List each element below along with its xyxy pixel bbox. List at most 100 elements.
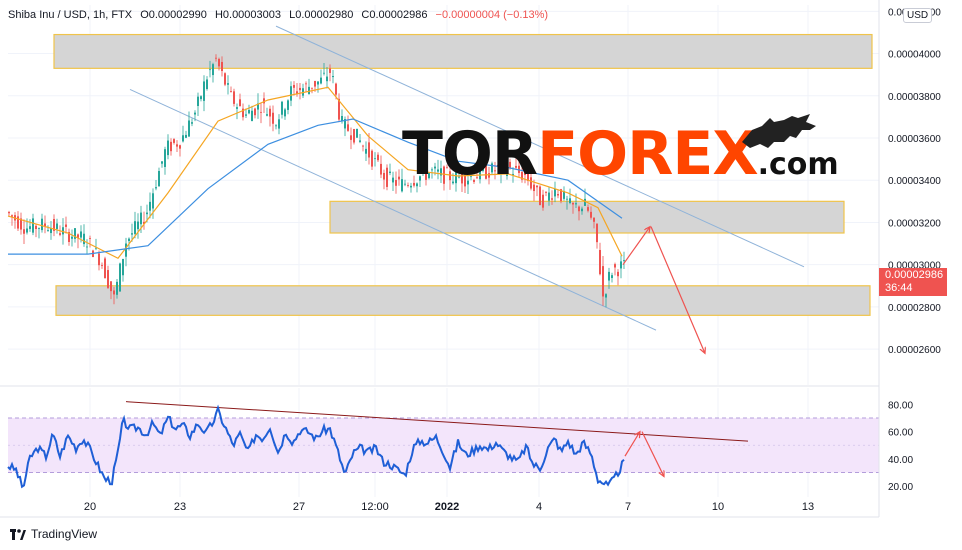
candle-body bbox=[275, 125, 277, 127]
candle-body bbox=[251, 110, 253, 122]
rsi-forecast-arrow bbox=[624, 432, 640, 457]
candle-body bbox=[512, 173, 514, 176]
watermark-part-3: .com bbox=[757, 147, 839, 182]
candle-body bbox=[95, 247, 97, 249]
candle-body bbox=[548, 192, 550, 201]
bar-countdown: 36:44 bbox=[885, 282, 913, 294]
candle-body bbox=[83, 233, 85, 245]
time-tick-label: 13 bbox=[802, 501, 814, 513]
branding-text: TradingView bbox=[31, 527, 98, 541]
candle-body bbox=[527, 168, 529, 182]
candle-body bbox=[461, 173, 463, 184]
currency-button[interactable]: USD bbox=[903, 8, 933, 23]
candle-body bbox=[470, 176, 472, 178]
low-label: L bbox=[289, 9, 296, 21]
candle-body bbox=[20, 218, 22, 230]
candle-body bbox=[224, 73, 226, 85]
symbol-header: Shiba Inu / USD, 1h, FTX O0.00002990 H0.… bbox=[8, 9, 548, 21]
candle-body bbox=[299, 87, 301, 91]
candle-body bbox=[143, 221, 145, 224]
support-resistance-zones bbox=[53, 33, 873, 316]
candle-body bbox=[152, 193, 154, 209]
last-price-tag: 0.00002986 36:44 bbox=[879, 268, 947, 296]
candle-body bbox=[371, 150, 373, 167]
candle-body bbox=[290, 86, 292, 101]
candle-body bbox=[221, 61, 223, 71]
candle-body bbox=[239, 99, 241, 107]
candle-body bbox=[137, 221, 139, 230]
rsi-forecast-arrow bbox=[641, 431, 664, 477]
candle-body bbox=[248, 109, 250, 114]
candle-body bbox=[242, 108, 244, 118]
candle-body bbox=[281, 101, 283, 115]
candle-body bbox=[596, 223, 598, 243]
fast-moving-average bbox=[7, 86, 623, 260]
candle-body bbox=[467, 180, 469, 185]
candle-body bbox=[431, 169, 433, 171]
channel-line bbox=[275, 25, 805, 268]
candle-body bbox=[119, 263, 121, 292]
candle-body bbox=[452, 181, 454, 184]
candle-body bbox=[536, 185, 538, 188]
candle-body bbox=[62, 227, 64, 235]
candle-body bbox=[233, 91, 235, 104]
candle-body bbox=[419, 176, 421, 181]
candle-body bbox=[146, 212, 148, 215]
candle-body bbox=[302, 88, 304, 96]
candle-body bbox=[338, 98, 340, 120]
candle-body bbox=[173, 139, 175, 143]
rsi-tick-label: 80.00 bbox=[888, 400, 913, 411]
candle-body bbox=[44, 223, 46, 227]
candle-body bbox=[458, 176, 460, 178]
candle-body bbox=[71, 236, 73, 239]
candle-body bbox=[206, 79, 208, 90]
candle-body bbox=[425, 172, 427, 180]
candle-body bbox=[170, 141, 172, 152]
candle-body bbox=[296, 91, 298, 95]
close-label: C bbox=[361, 9, 370, 21]
tradingview-branding[interactable]: TradingView bbox=[10, 527, 97, 541]
candle-body bbox=[164, 149, 166, 167]
price-tick-label: 0.00003800 bbox=[888, 92, 941, 103]
candle-body bbox=[503, 160, 505, 166]
candle-body bbox=[590, 211, 592, 218]
candle-body bbox=[443, 166, 445, 184]
candle-body bbox=[158, 170, 160, 187]
candle-body bbox=[368, 142, 370, 158]
candle-body bbox=[11, 215, 13, 217]
candle-body bbox=[545, 192, 547, 193]
candle-body bbox=[587, 207, 589, 211]
candle-body bbox=[569, 198, 571, 203]
candle-body bbox=[557, 193, 559, 196]
candle-body bbox=[449, 171, 451, 181]
candle-body bbox=[197, 96, 199, 106]
candle-body bbox=[335, 83, 337, 95]
candle-body bbox=[266, 114, 268, 116]
candle-body bbox=[551, 198, 553, 200]
candle-body bbox=[227, 83, 229, 85]
candle-body bbox=[614, 264, 616, 268]
candle-body bbox=[167, 140, 169, 156]
candle-body bbox=[389, 171, 391, 173]
candle-body bbox=[287, 100, 289, 110]
candle-body bbox=[41, 218, 43, 231]
candle-body bbox=[209, 69, 211, 71]
time-tick-label: 12:00 bbox=[361, 501, 389, 513]
time-tick-label: 10 bbox=[712, 501, 724, 513]
candle-body bbox=[593, 217, 595, 222]
candle-body bbox=[515, 165, 517, 168]
candle-body bbox=[80, 231, 82, 238]
price-candles bbox=[8, 54, 625, 308]
candle-body bbox=[128, 238, 130, 241]
price-tick-label: 0.00003200 bbox=[888, 218, 941, 229]
candle-body bbox=[401, 179, 403, 192]
candle-body bbox=[620, 261, 622, 269]
candle-body bbox=[176, 144, 178, 147]
candle-body bbox=[185, 134, 187, 138]
candle-body bbox=[317, 81, 319, 85]
candle-body bbox=[236, 107, 238, 109]
forecast-arrows bbox=[622, 227, 705, 354]
candle-body bbox=[314, 81, 316, 87]
candle-body bbox=[311, 87, 313, 89]
